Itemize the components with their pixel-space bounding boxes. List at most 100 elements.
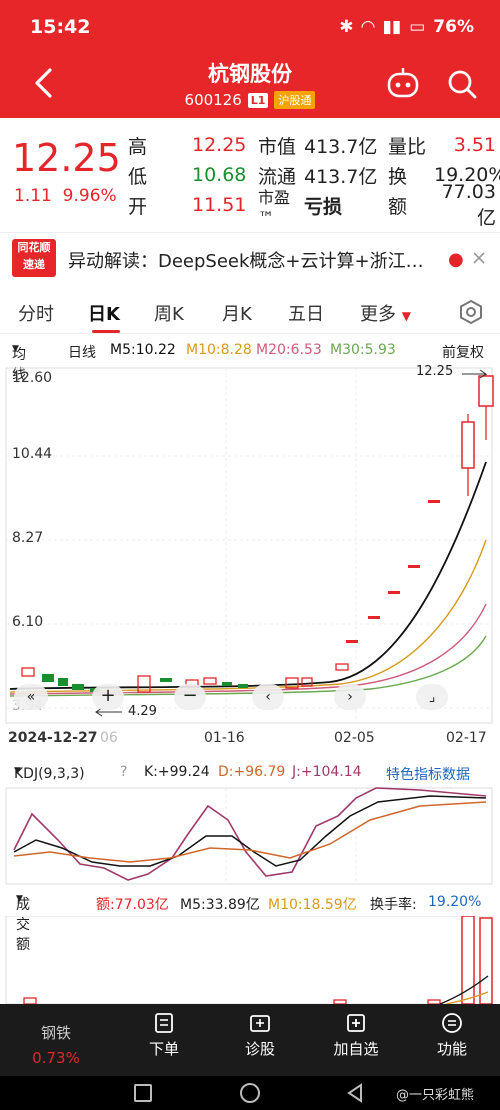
fullscreen-icon[interactable]: ⌟ — [416, 684, 448, 710]
recent-apps-icon[interactable] — [134, 1084, 152, 1102]
candles-early — [21, 663, 349, 693]
robot-assistant-icon[interactable] — [386, 66, 420, 100]
sector-indicator[interactable]: 钢铁 0.73% — [16, 1022, 96, 1067]
tab-underline — [92, 330, 120, 333]
candle — [408, 565, 420, 568]
news-banner[interactable]: 同花顺 速递 异动解读：DeepSeek概念+云计算+浙江… ● — [0, 232, 500, 284]
watermark: @一只彩虹熊 — [396, 1088, 475, 1103]
back-icon[interactable] — [32, 66, 56, 100]
dropdown-icon: ▼ — [401, 309, 411, 323]
turnover-value: 19.20% — [428, 894, 482, 910]
special-indicator-link[interactable]: 特色指标数据 — [386, 767, 470, 783]
candle — [478, 375, 494, 407]
volume-bar — [461, 916, 475, 1004]
diagnose-button[interactable]: 诊股 — [220, 1012, 300, 1059]
ma-legend: 均线 ▼ 日线 M5:10.22 M10:8.28 M20:6.53 M30:5… — [12, 342, 484, 383]
x-label-2: 01-16 — [204, 730, 245, 746]
sector-name: 钢铁 — [40, 1024, 71, 1042]
tonghuashun-logo: 同花顺 速递 — [12, 239, 56, 277]
market-badge: 沪股通 — [274, 91, 316, 109]
adjust-mode[interactable]: 前复权 — [442, 345, 484, 361]
ma5-line — [9, 461, 487, 690]
5g-signal-icon: ▮▮ — [382, 17, 402, 37]
zoom-out-icon[interactable]: − — [174, 684, 206, 710]
price-change: 1.11 9.96% — [14, 186, 117, 206]
high-price-label: 12.25 — [416, 364, 454, 379]
quote-grid: 高 12.25 市值 413.7亿 量比 3.51 低 10.68 流通 413… — [128, 130, 500, 229]
bottom-toolbar: 钢铁 0.73% 下单 诊股 加自选 功能 — [0, 1004, 500, 1076]
scroll-right-icon[interactable]: › — [334, 684, 366, 710]
candle — [461, 421, 475, 469]
volume-legend: 成交额 ▼ 额:77.03亿 M5:33.89亿 M10:18.59亿 换手率:… — [16, 894, 482, 953]
tab-more[interactable]: 更多 ▼ — [360, 304, 411, 325]
scroll-left-icon[interactable]: ‹ — [252, 684, 284, 710]
candle — [137, 675, 151, 693]
stock-subtitle: 600126 L1 沪股通 — [0, 91, 500, 109]
volume-bar — [333, 999, 347, 1004]
candle — [388, 591, 400, 594]
battery-icon: ▭ — [409, 17, 426, 37]
quote-row-low: 低 10.68 流通 413.7亿 换 19.20% — [128, 164, 500, 188]
zoom-in-icon[interactable]: + — [92, 684, 124, 710]
kline-chart[interactable] — [0, 364, 500, 724]
candle — [301, 677, 313, 687]
bluetooth-icon: ✱ — [339, 17, 354, 37]
volume-m10: M10:18.59亿 — [268, 897, 357, 913]
y-label-top: 12.60 — [12, 370, 53, 386]
y-label-3: 8.27 — [12, 530, 44, 546]
status-time: 15:42 — [30, 16, 91, 38]
candle — [222, 682, 232, 686]
volume-bar — [427, 999, 441, 1004]
candle — [335, 663, 349, 671]
settings-icon[interactable] — [458, 299, 484, 325]
home-icon[interactable] — [240, 1083, 260, 1103]
volume-amount: 额:77.03亿 — [96, 897, 169, 913]
ma10-value: M10:8.28 — [186, 342, 252, 358]
tab-monthly-k[interactable]: 月K — [222, 304, 252, 325]
status-icons: ✱ ◠ ▮▮ ▭ 76% — [339, 17, 474, 37]
volume-chart — [5, 916, 493, 1004]
volume-m10-line — [445, 991, 489, 1004]
menu-icon — [442, 1013, 462, 1033]
quote-row-high: 高 12.25 市值 413.7亿 量比 3.51 — [128, 134, 496, 158]
scroll-left-fast-icon[interactable]: « — [14, 684, 48, 710]
candles-rally — [346, 374, 494, 643]
battery-level: 76% — [433, 17, 474, 37]
kdj-k-line — [13, 795, 487, 867]
candle — [368, 616, 380, 619]
function-button[interactable]: 功能 — [412, 1012, 492, 1059]
tab-daily-k[interactable]: 日K — [88, 304, 120, 325]
x-label-partial: 06 — [100, 730, 118, 746]
kdj-d-line — [13, 801, 487, 863]
tab-intraday[interactable]: 分时 — [18, 304, 54, 325]
candle — [21, 667, 35, 677]
kdj-k: K:+99.24 — [144, 764, 210, 780]
sector-change: 0.73% — [32, 1049, 80, 1067]
order-button[interactable]: 下单 — [124, 1012, 204, 1059]
ma20-value: M20:6.53 — [256, 342, 322, 358]
tab-five-day[interactable]: 五日 — [288, 304, 324, 325]
stock-code: 600126 — [184, 91, 242, 109]
quote-row-open: 开 11.51 市盈™ 亏损 额 77.03亿 — [128, 180, 496, 229]
ma-period[interactable]: 日线 — [68, 345, 96, 361]
y-label-2: 10.44 — [12, 446, 53, 462]
close-icon[interactable] — [472, 251, 486, 267]
tab-weekly-k[interactable]: 周K — [154, 304, 184, 325]
candle — [72, 684, 84, 690]
back-nav-icon[interactable] — [346, 1083, 364, 1103]
x-label-3: 02-05 — [334, 730, 375, 746]
x-label-start: 2024-12-27 — [8, 730, 98, 746]
turnover-label: 换手率: — [370, 897, 417, 913]
help-icon[interactable]: ? — [120, 764, 128, 780]
order-icon — [155, 1013, 173, 1033]
kdj-legend: KDJ(9,3,3) ▼ ? K:+99.24 D:+96.79 J:+104.… — [14, 764, 470, 783]
candle — [160, 678, 172, 682]
kdj-j-line — [13, 787, 487, 881]
last-price: 12.25 — [12, 136, 121, 180]
candle — [285, 677, 299, 689]
add-watchlist-button[interactable]: 加自选 — [316, 1012, 396, 1059]
high-marker-arrow — [479, 369, 487, 379]
candle — [428, 500, 440, 503]
kdj-chart — [5, 787, 493, 885]
search-icon[interactable] — [446, 68, 478, 100]
